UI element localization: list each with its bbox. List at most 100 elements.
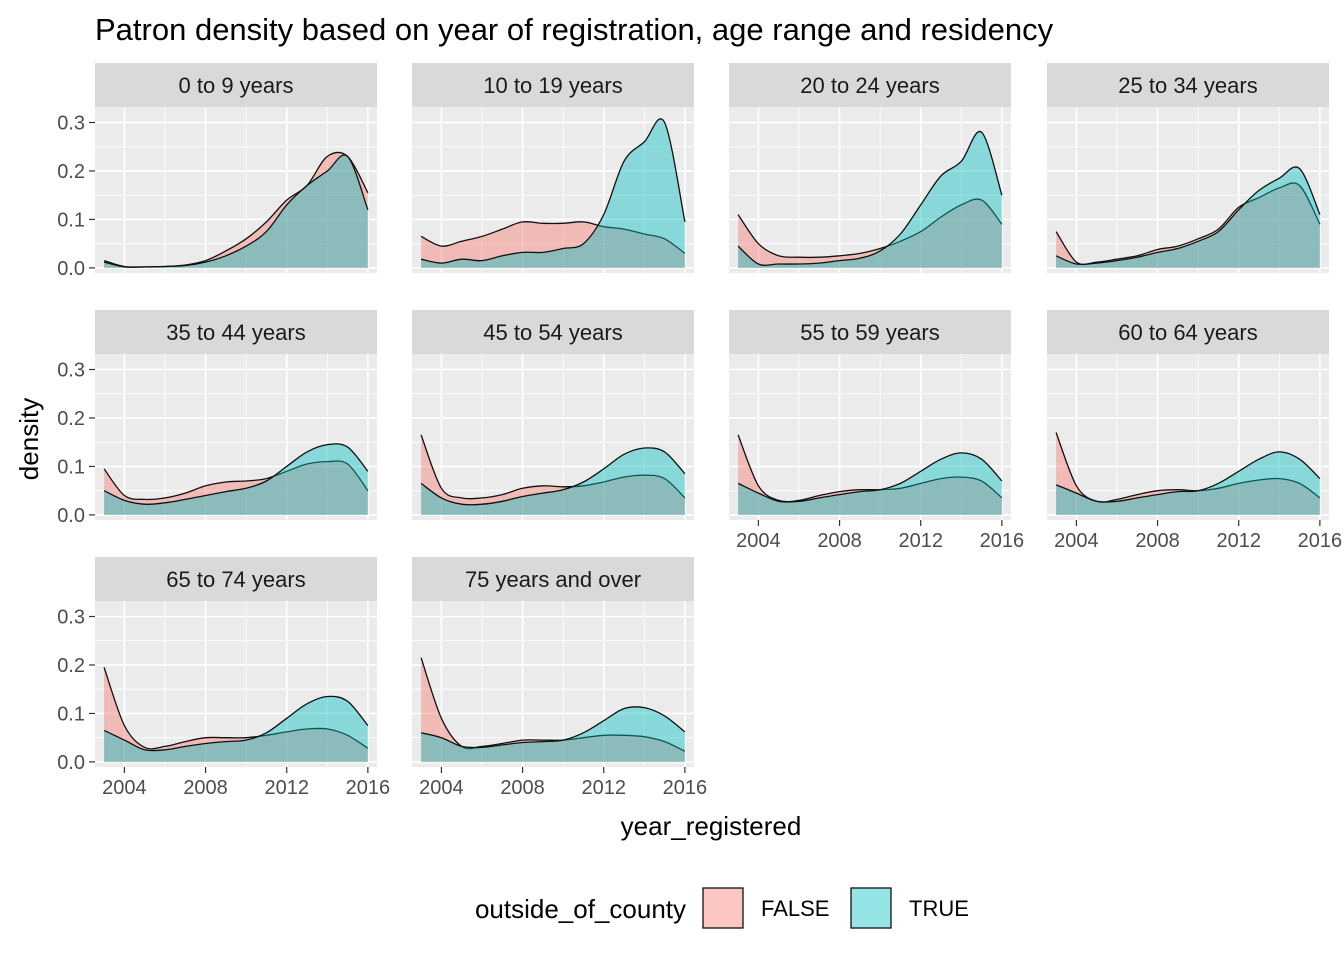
- density-area-true: [738, 452, 1002, 515]
- x-tick-label: 2016: [663, 777, 708, 799]
- density-area-false: [104, 461, 368, 515]
- facet-strip-label: 60 to 64 years: [1118, 320, 1257, 345]
- density-area-false: [738, 199, 1002, 268]
- facet-65-to-74-years: 65 to 74 years 0.0 0.1 0.2 0.3 2004 2008 2012 20…: [57, 557, 390, 799]
- x-tick-label: 2016: [1298, 530, 1343, 552]
- x-tick-label: 2012: [1216, 530, 1261, 552]
- facet-strip: [729, 310, 1011, 354]
- density-area-false: [738, 434, 1002, 515]
- panel-background: [412, 107, 694, 273]
- density-area-true: [421, 447, 685, 515]
- density-outline-false: [737, 198, 1003, 259]
- facet-strip-label: 20 to 24 years: [800, 73, 939, 98]
- facet-strip-label: 55 to 59 years: [800, 320, 939, 345]
- density-area-true: [421, 118, 685, 268]
- facet-strip-label: 25 to 34 years: [1118, 73, 1257, 98]
- legend-label-false: FALSE: [761, 896, 829, 921]
- legend-swatch-false: [702, 887, 744, 929]
- density-area-false: [421, 434, 685, 515]
- legend-item-true: TRUE: [850, 887, 969, 929]
- facet-strip: [1047, 310, 1329, 354]
- density-area-false: [1056, 432, 1320, 515]
- facet-strip: [95, 63, 377, 107]
- x-tick-label: 2008: [500, 777, 545, 799]
- x-tick-label: 2004: [736, 530, 781, 552]
- facet-strip: [95, 310, 377, 354]
- x-tick-label: 2012: [898, 530, 943, 552]
- legend-swatch-true: [850, 887, 892, 929]
- density-outline-false: [737, 434, 1003, 503]
- density-outline-true: [103, 443, 369, 505]
- x-tick-label: 2004: [102, 777, 147, 799]
- x-tick-label: 2004: [419, 777, 464, 799]
- density-area-true: [738, 131, 1002, 268]
- x-tick-label: 2012: [264, 777, 309, 799]
- facet-75-years-and-over: 75 years and over 2004 2008 2012 2016: [412, 557, 707, 799]
- y-tick-label: 0.1: [57, 456, 85, 478]
- density-outline-true: [737, 130, 1003, 266]
- y-tick-label: 0.3: [57, 607, 85, 629]
- facet-20-to-24-years: 20 to 24 years: [729, 63, 1011, 273]
- y-tick-label: 0.2: [57, 408, 85, 430]
- x-tick-label: 2016: [346, 777, 391, 799]
- legend-key-background: [850, 887, 892, 929]
- x-tick-label: 2008: [817, 530, 862, 552]
- density-outline-true: [103, 695, 369, 752]
- y-tick-label: 0.1: [57, 703, 85, 725]
- x-tick-label: 2012: [581, 777, 626, 799]
- legend-key-background: [702, 887, 744, 929]
- facet-60-to-64-years: 60 to 64 years 2004 2008 2012 2016: [1047, 310, 1342, 552]
- density-outline-true: [737, 452, 1003, 503]
- facet-strip-label: 0 to 9 years: [179, 73, 294, 98]
- x-tick-label: 2008: [183, 777, 228, 799]
- panel-background: [95, 354, 377, 520]
- facet-35-to-44-years: 35 to 44 years 0.0 0.1 0.2 0.3: [57, 310, 377, 527]
- y-tick-label: 0.1: [57, 209, 85, 231]
- facet-strip: [412, 63, 694, 107]
- panel-background: [729, 354, 1011, 520]
- y-tick-label: 0.0: [57, 258, 85, 280]
- facet-strip-label: 45 to 54 years: [483, 320, 622, 345]
- x-tick-label: 2016: [980, 530, 1025, 552]
- density-area-true: [1056, 166, 1320, 268]
- density-area-true: [104, 443, 368, 515]
- density-outline-true: [420, 706, 686, 749]
- density-outline-false: [420, 221, 686, 254]
- facet-10-to-19-years: 10 to 19 years: [412, 63, 694, 273]
- density-outline-false: [420, 434, 686, 500]
- density-area-false: [104, 152, 368, 268]
- density-area-false: [104, 667, 368, 762]
- density-outline-true: [1055, 166, 1321, 266]
- density-area-false: [421, 657, 685, 762]
- density-outline-true: [420, 447, 686, 506]
- facet-25-to-34-years: 25 to 34 years: [1047, 63, 1329, 273]
- y-tick-label: 0.0: [57, 752, 85, 774]
- y-tick-label: 0.3: [57, 360, 85, 382]
- y-axis-title: density: [14, 398, 44, 480]
- facet-strip-label: 65 to 74 years: [166, 567, 305, 592]
- density-area-true: [421, 706, 685, 762]
- density-outline-true: [420, 118, 686, 264]
- density-area-false: [421, 221, 685, 268]
- facet-panels: 0 to 9 years 0.0 0.1 0.2 0.3 10 to 19 years 20…: [57, 63, 1342, 799]
- facet-strip: [412, 557, 694, 601]
- y-tick-label: 0.3: [57, 113, 85, 135]
- panel-background: [729, 107, 1011, 273]
- legend: outside_of_county FALSE TRUE: [475, 887, 969, 929]
- density-area-true: [104, 154, 368, 268]
- density-outline-true: [103, 154, 369, 268]
- x-tick-label: 2004: [1054, 530, 1099, 552]
- facet-45-to-54-years: 45 to 54 years: [412, 310, 694, 520]
- chart-title: Patron density based on year of registra…: [95, 12, 1054, 47]
- density-area-false: [1056, 182, 1320, 268]
- density-outline-false: [103, 460, 369, 501]
- panel-background: [412, 601, 694, 767]
- facet-strip: [412, 310, 694, 354]
- density-outline-false: [1055, 182, 1321, 266]
- x-tick-label: 2008: [1135, 530, 1180, 552]
- facet-0-to-9-years: 0 to 9 years 0.0 0.1 0.2 0.3: [57, 63, 377, 280]
- y-tick-label: 0.2: [57, 161, 85, 183]
- facet-strip: [1047, 63, 1329, 107]
- legend-item-false: FALSE: [702, 887, 829, 929]
